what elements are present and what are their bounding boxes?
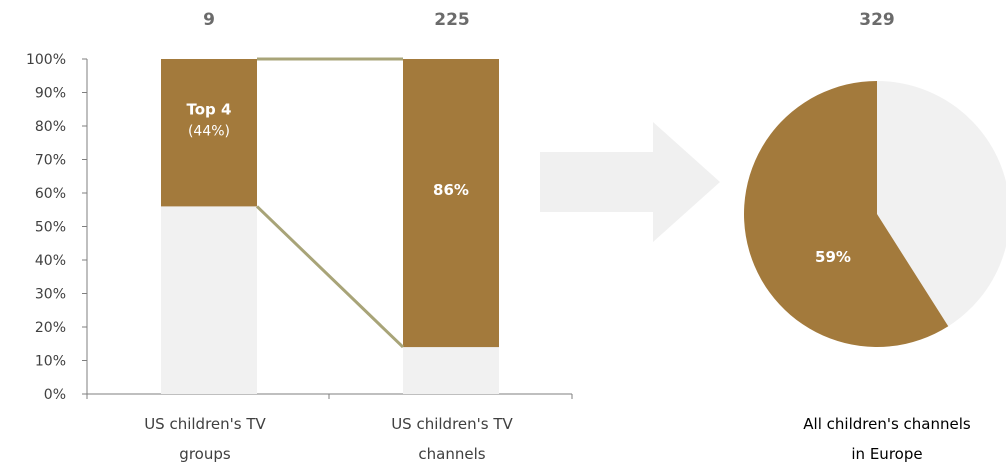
y-tick-label: 100% — [26, 52, 66, 68]
arrow-shape — [540, 122, 720, 242]
connector-line-bottom — [255, 205, 405, 349]
bar-data-label: 86% — [433, 181, 469, 199]
y-tick-label: 80% — [35, 119, 66, 135]
x-category-label: US children's TV — [391, 415, 513, 433]
y-tick-label: 20% — [35, 320, 66, 336]
column-count-label: 9 — [203, 10, 215, 30]
y-tick-label: 70% — [35, 153, 66, 169]
y-tick-label: 60% — [35, 186, 66, 202]
pie-chart — [744, 81, 1006, 347]
x-category-label: channels — [418, 445, 485, 463]
pie-count-label: 329 — [859, 10, 895, 30]
y-tick-label: 30% — [35, 287, 66, 303]
y-axis: 0% 10% 20% 30% 40% 50% 60% 70% 80% 90% 100% — [26, 52, 573, 403]
bar-data-sublabel: (44%) — [188, 124, 230, 140]
y-tick-label: 50% — [35, 220, 66, 236]
y-tick-label: 10% — [35, 354, 66, 370]
x-category-label: US children's TV — [144, 415, 266, 433]
bar-data-label: Top 4 — [187, 101, 232, 119]
pie-slice-other — [877, 81, 1006, 327]
y-tick-label: 90% — [35, 86, 66, 102]
bar-segment-other — [403, 347, 499, 394]
bar-segment-share — [161, 59, 257, 207]
pie-slice-share — [744, 81, 949, 347]
bar-segment-share — [403, 59, 499, 348]
column-count-label: 225 — [434, 10, 470, 30]
bar-group — [161, 59, 499, 394]
pie-category-label: All children's channels — [803, 415, 971, 433]
y-tick-label: 40% — [35, 253, 66, 269]
x-category-label: groups — [179, 445, 231, 463]
y-tick-label: 0% — [44, 387, 66, 403]
bar-segment-other — [161, 206, 257, 394]
pie-category-label: in Europe — [851, 445, 922, 463]
pie-data-label: 59% — [815, 248, 851, 266]
connector-lines — [255, 57, 405, 349]
